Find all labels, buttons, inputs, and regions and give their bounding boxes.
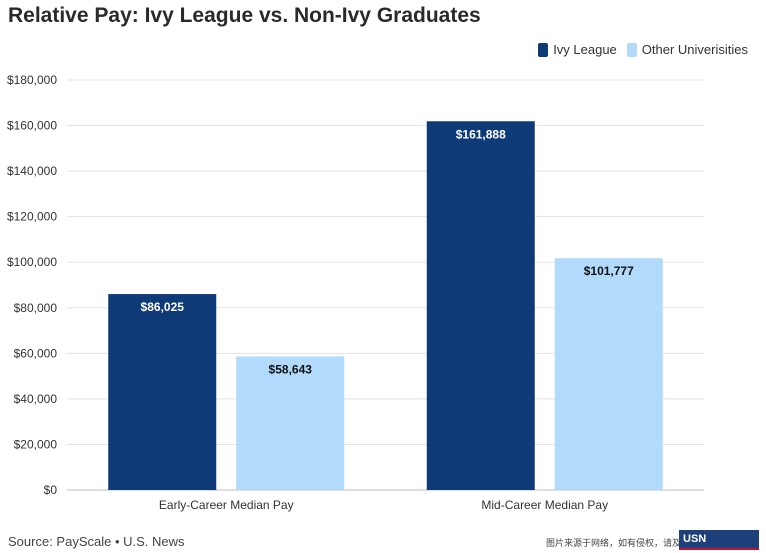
y-tick-label: $120,000 xyxy=(7,210,57,224)
x-tick-label: Early-Career Median Pay xyxy=(159,498,294,512)
bar-other xyxy=(554,258,663,490)
y-tick-label: $0 xyxy=(44,483,58,497)
bar-ivy xyxy=(426,121,535,490)
x-tick-label: Mid-Career Median Pay xyxy=(481,498,608,512)
y-tick-label: $80,000 xyxy=(14,301,58,315)
y-tick-label: $100,000 xyxy=(7,255,57,269)
data-label: $58,643 xyxy=(269,362,313,376)
bar-ivy xyxy=(108,294,217,490)
watermark-note: 图片来源于网络，如有侵权，请及时联系删除 xyxy=(546,538,727,548)
usnews-logo: USN xyxy=(679,530,759,550)
legend-swatch-ivy xyxy=(538,42,549,57)
legend-swatch-other xyxy=(626,42,637,57)
legend-item-ivy[interactable]: Ivy League xyxy=(538,42,617,57)
y-tick-label: $160,000 xyxy=(7,119,57,133)
legend-label-other: Other Univerisities xyxy=(641,42,748,57)
legend-label-ivy: Ivy League xyxy=(553,42,617,57)
data-label: $101,777 xyxy=(584,264,634,278)
y-tick-label: $180,000 xyxy=(7,73,57,87)
legend-item-other[interactable]: Other Univerisities xyxy=(626,42,748,57)
data-label: $161,888 xyxy=(456,127,506,141)
y-tick-label: $40,000 xyxy=(14,392,58,406)
data-label: $86,025 xyxy=(141,300,185,314)
y-tick-label: $140,000 xyxy=(7,164,57,178)
y-tick-label: $20,000 xyxy=(14,437,58,451)
bar-other xyxy=(236,356,345,490)
source-note: Source: PayScale • U.S. News xyxy=(8,534,185,549)
chart-legend: Ivy League Other Univerisities xyxy=(538,42,748,57)
y-tick-label: $60,000 xyxy=(14,346,58,360)
chart-title: Relative Pay: Ivy League vs. Non-Ivy Gra… xyxy=(8,4,481,27)
logo-text: USN xyxy=(683,533,707,545)
